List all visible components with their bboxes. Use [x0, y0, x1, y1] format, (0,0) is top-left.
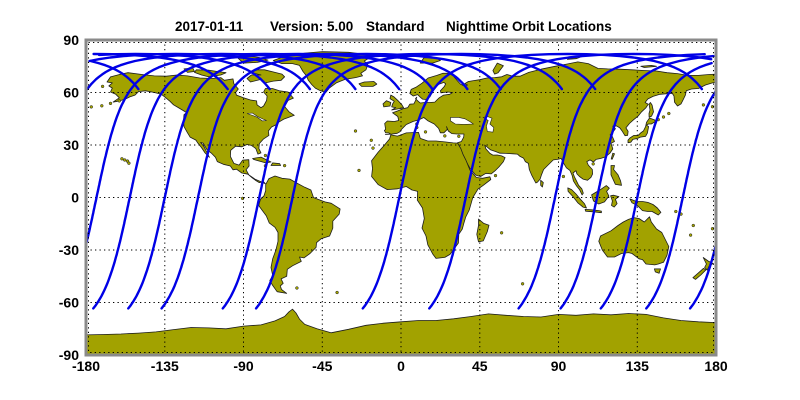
islet [371, 146, 375, 150]
land-sakhalin [648, 102, 654, 118]
y-tick-label: -90 [59, 347, 79, 363]
islet [520, 282, 525, 286]
islet [591, 162, 595, 166]
land-layer [86, 51, 716, 355]
islet [493, 173, 498, 178]
islet [127, 161, 131, 165]
islet [100, 84, 105, 89]
x-tick-label: -135 [151, 358, 179, 374]
plot-title-date: 2017-01-11 [175, 19, 244, 34]
orbit-tracks-layer [86, 52, 716, 310]
islet [357, 168, 361, 173]
land-antarctica [86, 308, 716, 355]
islet [89, 105, 93, 109]
islet [282, 163, 287, 168]
land-iceland [358, 81, 378, 87]
x-tick-label: 90 [551, 358, 567, 374]
land-australia [598, 216, 670, 266]
islet [335, 290, 339, 295]
orbit-track [160, 52, 502, 310]
islet [691, 223, 695, 228]
y-tick-label: 30 [63, 137, 79, 153]
x-tick-label: 135 [626, 358, 650, 374]
islet [117, 99, 121, 103]
plot-frame [84, 38, 718, 357]
x-tick-label: 0 [397, 358, 405, 374]
islet [667, 111, 671, 116]
islet [353, 129, 358, 133]
x-tick-label: 45 [472, 358, 488, 374]
x-tick-label: -180 [72, 358, 100, 374]
land-ireland [382, 100, 392, 108]
islet [674, 209, 678, 214]
orbit-track [86, 52, 716, 310]
y-tick-label: 90 [63, 32, 79, 48]
y-tick-label: -30 [59, 242, 79, 258]
islet [443, 134, 447, 138]
islet [423, 130, 428, 134]
land-great-britain [389, 94, 404, 111]
land-new-zealand-north [702, 257, 714, 271]
islet [263, 153, 268, 158]
islet [688, 233, 693, 237]
islet [661, 115, 666, 119]
x-tick-label: 180 [704, 358, 728, 374]
y-tick-label: -60 [59, 295, 79, 311]
islet [457, 134, 461, 138]
islet [561, 174, 566, 179]
land-sulawesi [610, 194, 620, 208]
orbit-track [127, 52, 469, 310]
islet [701, 103, 706, 107]
orbit-track [221, 52, 564, 310]
islet [369, 138, 373, 142]
islet [123, 158, 127, 162]
islet [108, 101, 113, 106]
land-sri-lanka [540, 179, 544, 188]
lake-great-lakes [246, 112, 267, 122]
land-madagascar [476, 218, 490, 243]
land-philippines [610, 165, 622, 186]
y-tick-label: 0 [71, 190, 79, 206]
x-tick-label: -45 [312, 358, 332, 374]
islet [499, 231, 504, 235]
orbit-track [361, 52, 704, 310]
y-tick-label: 60 [63, 85, 79, 101]
land-new-zealand-south [692, 268, 707, 280]
orbit-track [89, 52, 713, 310]
x-tick-label: -90 [233, 358, 253, 374]
land-new-siberian-islands [640, 65, 657, 68]
orbit-track [254, 52, 597, 310]
land-north-america [106, 72, 295, 185]
islet [100, 104, 104, 108]
orbit-track [88, 52, 713, 310]
islet [295, 286, 299, 290]
land-taiwan [610, 152, 615, 160]
orbit-track [92, 52, 706, 310]
land-tasmania [654, 268, 661, 274]
plot-title-version: Version: 5.00 [270, 19, 353, 34]
plot-border-dotted [88, 42, 714, 353]
islet [120, 157, 124, 161]
land-borneo [591, 185, 610, 205]
land-south-america [258, 175, 341, 294]
plot-title-mode: Standard [366, 19, 425, 34]
plot-title-name: Nighttime Orbit Locations [446, 19, 612, 34]
land-novaya-zemlya [492, 62, 504, 75]
land-africa [371, 132, 492, 259]
land-hispaniola [270, 162, 281, 166]
plot-title: 2017-01-11 Version: 5.00 Standard Nightt… [175, 19, 612, 34]
lake-black-sea [450, 117, 475, 125]
